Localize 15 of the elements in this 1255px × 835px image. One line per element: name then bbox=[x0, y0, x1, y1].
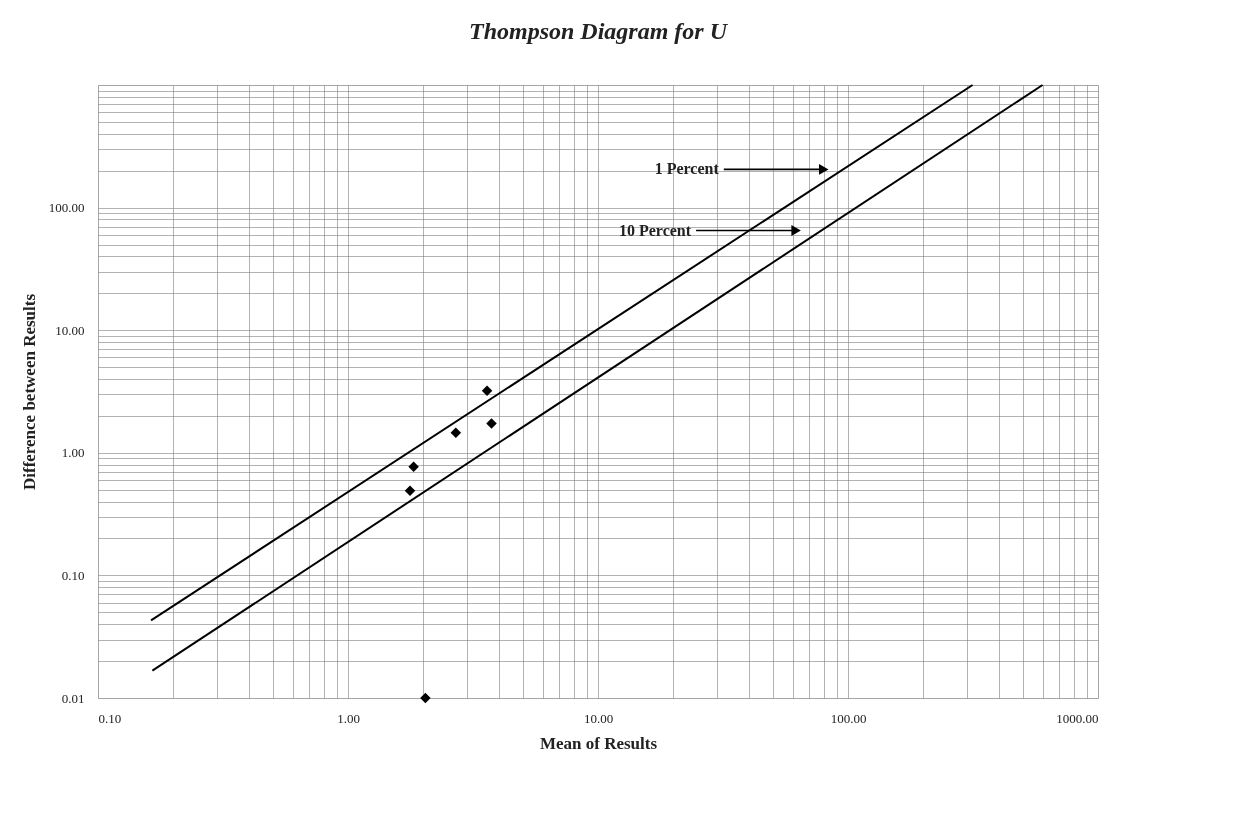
annotation: 1 Percent bbox=[654, 160, 720, 178]
y-axis-title: Difference between Results bbox=[19, 293, 39, 491]
x-tick-label: 1.00 bbox=[337, 710, 360, 726]
y-tick-label: 0.10 bbox=[61, 567, 85, 583]
x-tick-label: 1000.00 bbox=[1056, 710, 1099, 726]
x-tick-label: 0.10 bbox=[98, 710, 122, 726]
chart-title: Thompson Diagram for U bbox=[468, 18, 729, 44]
x-tick-label: 10.00 bbox=[583, 710, 614, 726]
x-axis-title: Mean of Results bbox=[539, 733, 658, 753]
annotation: 10 Percent bbox=[618, 221, 692, 239]
x-tick-label: 100.00 bbox=[830, 710, 867, 726]
y-tick-label: 10.00 bbox=[55, 322, 85, 338]
y-tick-label: 1.00 bbox=[61, 445, 85, 461]
y-tick-label: 100.00 bbox=[48, 200, 85, 216]
y-tick-label: 0.01 bbox=[61, 690, 85, 706]
